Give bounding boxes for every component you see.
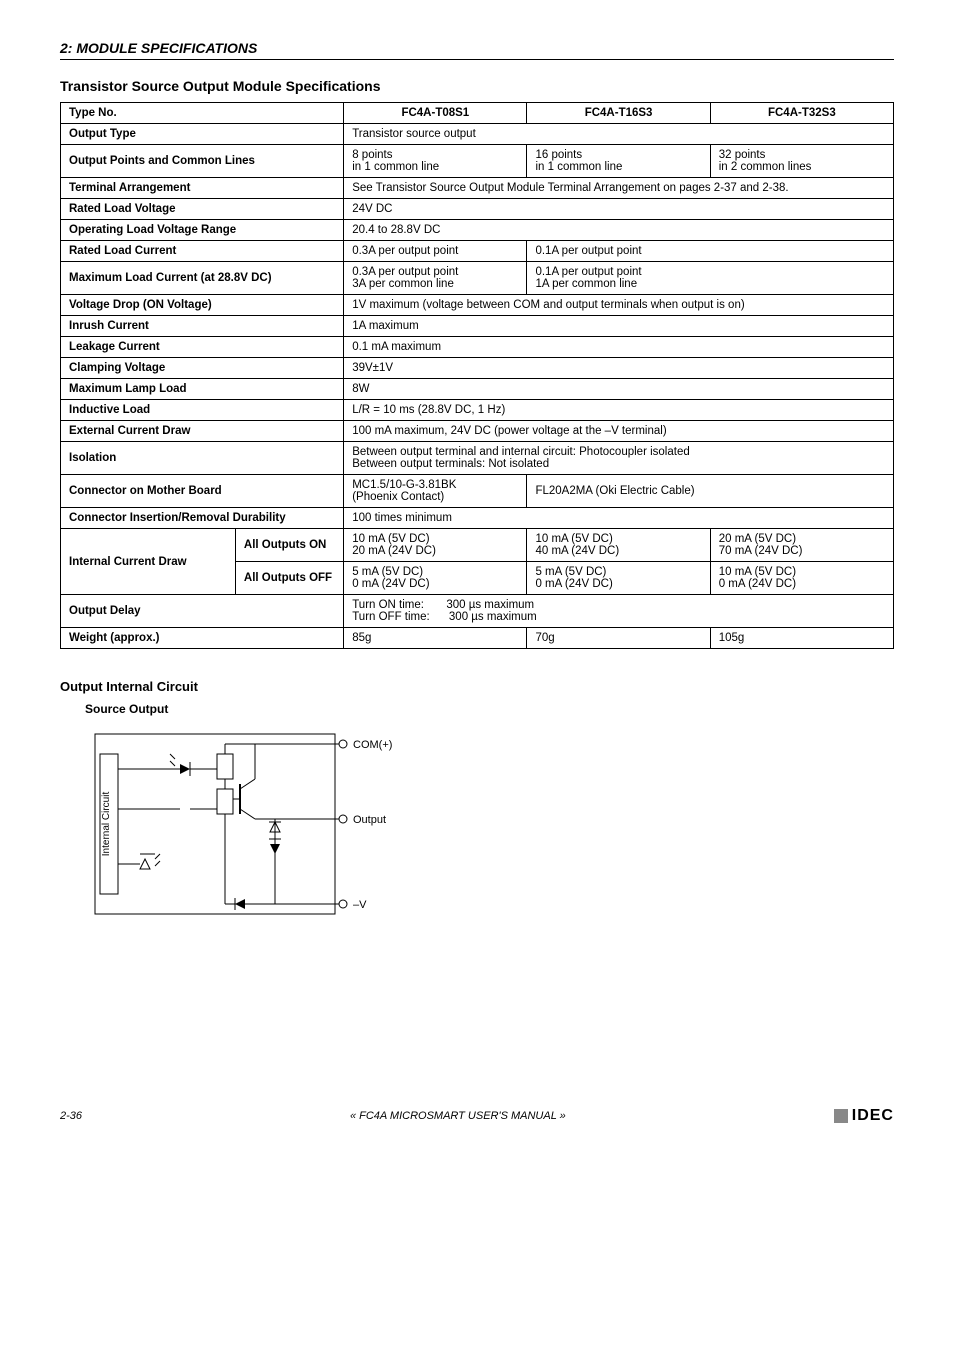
row-value: FL20A2MA (Oki Electric Cable) [527, 475, 894, 508]
output-label: Output [353, 814, 386, 826]
row-value: 39V±1V [344, 358, 894, 379]
row-value: 1V maximum (voltage between COM and outp… [344, 295, 894, 316]
row-value: 8 pointsin 1 common line [344, 145, 527, 178]
com-label: COM(+) [353, 739, 392, 751]
table-row: Output DelayTurn ON time: 300 µs maximum… [61, 595, 894, 628]
row-label: Maximum Load Current (at 28.8V DC) [61, 262, 344, 295]
row-value: 16 pointsin 1 common line [527, 145, 710, 178]
row-value: 8W [344, 379, 894, 400]
col-header: FC4A-T32S3 [710, 103, 893, 124]
row-value: L/R = 10 ms (28.8V DC, 1 Hz) [344, 400, 894, 421]
table-row: Connector Insertion/Removal Durability10… [61, 508, 894, 529]
row-value: 32 pointsin 2 common lines [710, 145, 893, 178]
row-value: MC1.5/10-G-3.81BK(Phoenix Contact) [344, 475, 527, 508]
page-number: 2-36 [60, 1110, 82, 1122]
table-row: Inductive LoadL/R = 10 ms (28.8V DC, 1 H… [61, 400, 894, 421]
table-row: Rated Load Current0.3A per output point0… [61, 241, 894, 262]
circuit-subtitle: Source Output [85, 702, 894, 716]
section-header: 2: MODULE SPECIFICATIONS [60, 40, 894, 60]
row-value: 0.1A per output point1A per common line [527, 262, 894, 295]
row-label: Connector on Mother Board [61, 475, 344, 508]
footer-brand: IDEC [834, 1107, 894, 1125]
row-value: 0.1A per output point [527, 241, 894, 262]
row-label: Internal Current Draw [61, 529, 236, 595]
row-value: 10 mA (5V DC)20 mA (24V DC) [344, 529, 527, 562]
row-value: 10 mA (5V DC)0 mA (24V DC) [710, 562, 893, 595]
brand-text: IDEC [852, 1107, 894, 1125]
row-value: 0.3A per output point3A per common line [344, 262, 527, 295]
table-row: Output TypeTransistor source output [61, 124, 894, 145]
row-label: Voltage Drop (ON Voltage) [61, 295, 344, 316]
subrow-label: All Outputs OFF [235, 562, 343, 595]
footer-manual-title: « FC4A MICROSMART USER'S MANUAL » [350, 1110, 566, 1122]
col-header: FC4A-T16S3 [527, 103, 710, 124]
row-value: See Transistor Source Output Module Term… [344, 178, 894, 199]
table-row: Terminal ArrangementSee Transistor Sourc… [61, 178, 894, 199]
row-label: Output Delay [61, 595, 344, 628]
row-value: 1A maximum [344, 316, 894, 337]
table-row: IsolationBetween output terminal and int… [61, 442, 894, 475]
row-label: Clamping Voltage [61, 358, 344, 379]
row-label: Weight (approx.) [61, 628, 344, 649]
row-value: 100 mA maximum, 24V DC (power voltage at… [344, 421, 894, 442]
row-value: 85g [344, 628, 527, 649]
row-value: 70g [527, 628, 710, 649]
subrow-label: All Outputs ON [235, 529, 343, 562]
row-value: 5 mA (5V DC)0 mA (24V DC) [344, 562, 527, 595]
row-value: 0.1 mA maximum [344, 337, 894, 358]
page-footer: 2-36 « FC4A MICROSMART USER'S MANUAL » I… [60, 1107, 894, 1125]
section-number: 2: MODULE SPECIFICATIONS [60, 40, 257, 56]
row-value: 20.4 to 28.8V DC [344, 220, 894, 241]
table-row: Internal Current DrawAll Outputs ON10 mA… [61, 529, 894, 562]
row-value: 0.3A per output point [344, 241, 527, 262]
row-value: 105g [710, 628, 893, 649]
page-title: Transistor Source Output Module Specific… [60, 78, 894, 94]
table-row: Rated Load Voltage24V DC [61, 199, 894, 220]
circuit-title: Output Internal Circuit [60, 679, 894, 694]
row-value: Transistor source output [344, 124, 894, 145]
table-row: Clamping Voltage39V±1V [61, 358, 894, 379]
table-row: Maximum Lamp Load8W [61, 379, 894, 400]
row-label: Rated Load Voltage [61, 199, 344, 220]
row-label: Rated Load Current [61, 241, 344, 262]
table-row: Output Points and Common Lines8 pointsin… [61, 145, 894, 178]
row-label: External Current Draw [61, 421, 344, 442]
row-value: 100 times minimum [344, 508, 894, 529]
minus-v-label: –V [353, 899, 367, 911]
table-row: Voltage Drop (ON Voltage)1V maximum (vol… [61, 295, 894, 316]
row-value: Between output terminal and internal cir… [344, 442, 894, 475]
row-label: Type No. [61, 103, 344, 124]
table-row: Type No.FC4A-T08S1FC4A-T16S3FC4A-T32S3 [61, 103, 894, 124]
table-row: Weight (approx.)85g70g105g [61, 628, 894, 649]
row-label: Inductive Load [61, 400, 344, 421]
circuit-diagram: Internal Circuit COM [85, 724, 894, 927]
table-row: Connector on Mother BoardMC1.5/10-G-3.81… [61, 475, 894, 508]
row-label: Output Points and Common Lines [61, 145, 344, 178]
internal-circuit-label: Internal Circuit [101, 792, 112, 857]
table-row: Inrush Current1A maximum [61, 316, 894, 337]
row-value: Turn ON time: 300 µs maximumTurn OFF tim… [344, 595, 894, 628]
table-row: Maximum Load Current (at 28.8V DC)0.3A p… [61, 262, 894, 295]
table-row: Operating Load Voltage Range20.4 to 28.8… [61, 220, 894, 241]
brand-box-icon [834, 1109, 848, 1123]
row-label: Connector Insertion/Removal Durability [61, 508, 344, 529]
row-label: Maximum Lamp Load [61, 379, 344, 400]
spec-table: Type No.FC4A-T08S1FC4A-T16S3FC4A-T32S3Ou… [60, 102, 894, 649]
table-row: Leakage Current0.1 mA maximum [61, 337, 894, 358]
row-label: Operating Load Voltage Range [61, 220, 344, 241]
row-label: Output Type [61, 124, 344, 145]
table-row: External Current Draw100 mA maximum, 24V… [61, 421, 894, 442]
row-value: 10 mA (5V DC)40 mA (24V DC) [527, 529, 710, 562]
row-label: Terminal Arrangement [61, 178, 344, 199]
row-label: Leakage Current [61, 337, 344, 358]
row-value: 24V DC [344, 199, 894, 220]
row-value: 20 mA (5V DC)70 mA (24V DC) [710, 529, 893, 562]
col-header: FC4A-T08S1 [344, 103, 527, 124]
row-label: Inrush Current [61, 316, 344, 337]
row-value: 5 mA (5V DC)0 mA (24V DC) [527, 562, 710, 595]
row-label: Isolation [61, 442, 344, 475]
